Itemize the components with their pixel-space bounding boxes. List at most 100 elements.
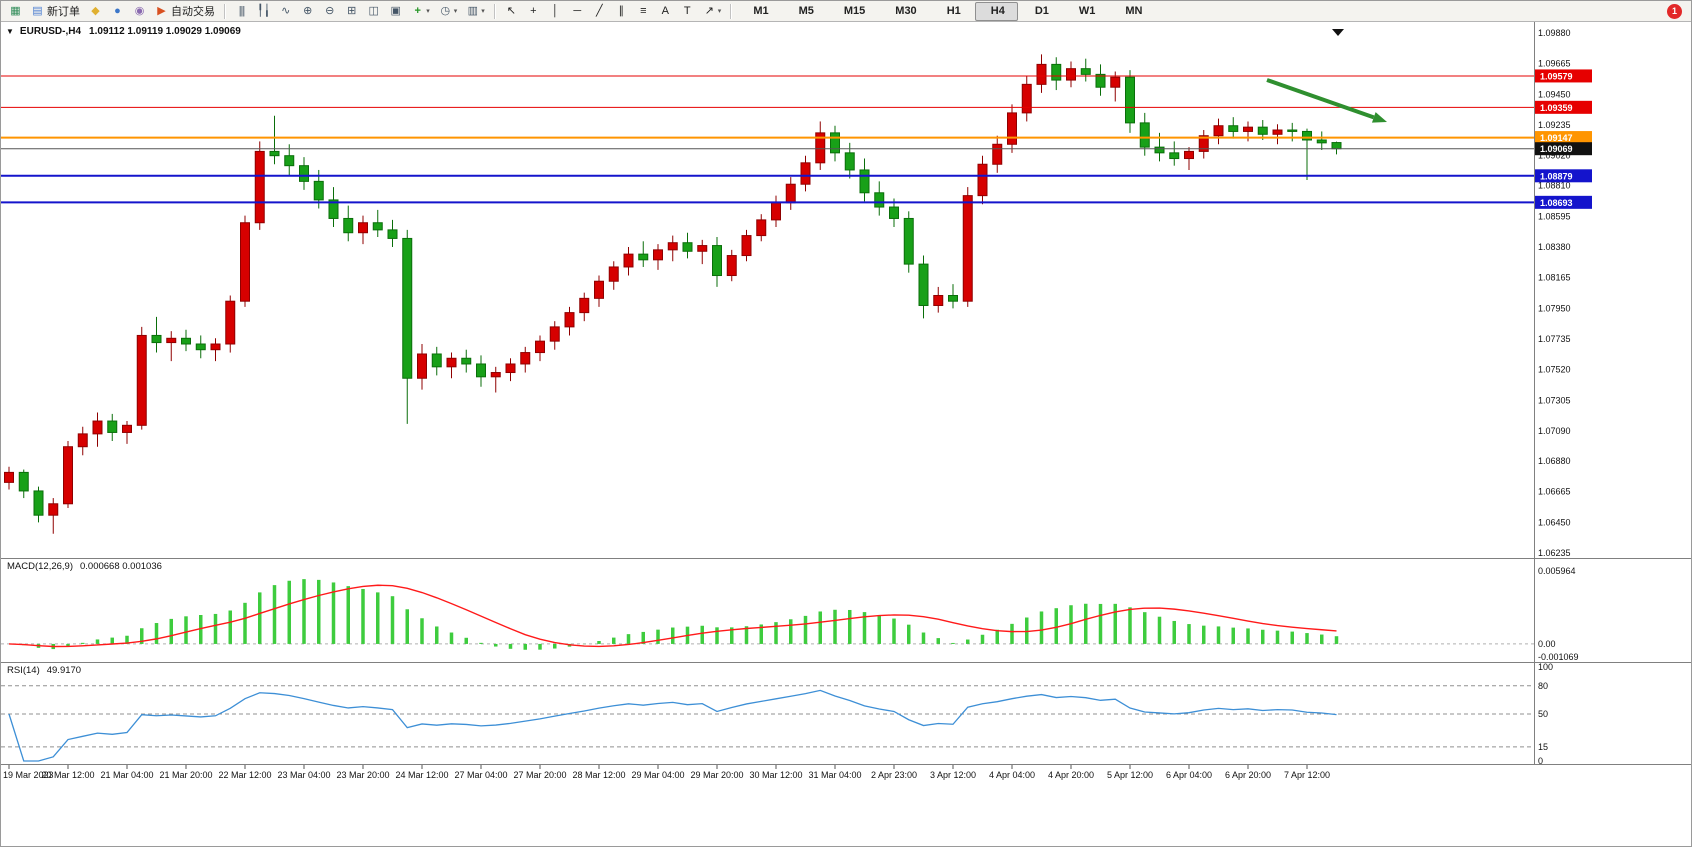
tile-windows-button[interactable]: ⊞: [341, 2, 362, 21]
cascade-charts-button[interactable]: ▣: [385, 2, 406, 21]
tf-m15-button[interactable]: M15: [828, 2, 878, 21]
tf-m5-button[interactable]: M5: [783, 2, 827, 21]
trend-arrow-annotation[interactable]: [1266, 78, 1375, 120]
community-button[interactable]: ◉: [129, 2, 150, 21]
trend-arrow-head[interactable]: [1371, 112, 1387, 123]
chart-bars-button[interactable]: |||: [231, 2, 252, 21]
price-axis-label: 1.09235: [1538, 120, 1571, 130]
rsi-scale-label: 80: [1538, 681, 1548, 691]
candle-body: [33, 490, 44, 516]
new-chart-button[interactable]: ▦: [5, 2, 26, 21]
macd-scale-zero: 0.00: [1538, 639, 1556, 649]
candle-body: [1021, 83, 1032, 114]
tf-w1-button[interactable]: W1: [1063, 2, 1109, 21]
cursor-button[interactable]: ↖: [501, 2, 522, 21]
price-tag: [1535, 69, 1592, 83]
indicators-button[interactable]: + ▾: [407, 2, 434, 21]
candle-body: [1095, 73, 1106, 88]
rsi-name: RSI(14): [7, 665, 40, 676]
candle-body: [1213, 125, 1224, 137]
candle-body: [107, 420, 118, 433]
text-button[interactable]: A: [655, 2, 676, 21]
macd-scale-min: -0.001069: [1538, 652, 1579, 662]
fibonacci-button[interactable]: ≡: [633, 2, 654, 21]
candle-body: [358, 222, 368, 234]
text-label-button[interactable]: T: [677, 2, 698, 21]
horizontal-line-button[interactable]: ─: [567, 2, 588, 21]
dropdown-arrow-icon[interactable]: ▾: [717, 8, 722, 15]
macd-name: MACD(12,26,9): [7, 561, 73, 572]
vertical-line-button[interactable]: │: [545, 2, 566, 21]
dropdown-arrow-icon[interactable]: ▾: [453, 8, 458, 15]
price-tag-label: 1.08693: [1540, 198, 1573, 208]
candle-body: [1110, 76, 1121, 88]
dropdown-arrow-icon[interactable]: ▾: [481, 8, 485, 15]
candle-body: [933, 294, 944, 306]
cascade-charts-icon: ▣: [390, 4, 401, 17]
price-axis-label: 1.09450: [1538, 89, 1571, 99]
zoom-out-button[interactable]: ⊖: [319, 2, 340, 21]
chart-shift-marker[interactable]: [1332, 29, 1344, 36]
one-click-trading-toggle[interactable]: ▼: [6, 27, 14, 36]
candle-body: [254, 150, 265, 224]
arrange-charts-button[interactable]: ◫: [363, 2, 384, 21]
chart-symbol-period: EURUSD-,H4: [19, 26, 82, 37]
tf-h4-button[interactable]: H4: [974, 1, 1018, 21]
periods-button[interactable]: ◷ ▾: [435, 2, 462, 21]
rsi-scale-label: 15: [1538, 742, 1548, 752]
price-axis-label: 1.08810: [1538, 181, 1571, 191]
candle-body: [1184, 150, 1194, 160]
toolbar-separator: [730, 3, 733, 19]
candle-body: [136, 334, 147, 426]
time-axis-label: 23 Mar 20:00: [336, 770, 389, 780]
rsi-scale-label: 50: [1538, 709, 1548, 719]
autotrading-button[interactable]: ▶ 自动交易: [151, 2, 219, 21]
crosshair-button[interactable]: +: [523, 2, 544, 21]
candle-body: [372, 222, 383, 231]
price-axis-label: 1.06450: [1538, 517, 1571, 527]
channel-button[interactable]: ∥: [611, 2, 632, 21]
zoom-in-button[interactable]: ⊕: [297, 2, 318, 21]
templates-button[interactable]: ▥ ▾: [462, 2, 489, 21]
candle-body: [92, 420, 103, 435]
candle-body: [918, 263, 929, 306]
tf-m30-button[interactable]: M30: [879, 2, 929, 21]
notification-badge[interactable]: 1: [1667, 3, 1682, 19]
candle-body: [667, 242, 678, 251]
tf-h1-button[interactable]: H1: [931, 2, 974, 21]
zoom-out-icon: ⊖: [325, 4, 335, 17]
price-axis-label: 1.09665: [1538, 59, 1571, 69]
shapes-button[interactable]: ↗ ▾: [699, 2, 726, 21]
time-axis-label: 24 Mar 12:00: [395, 770, 448, 780]
dropdown-arrow-icon[interactable]: ▾: [426, 8, 430, 15]
time-axis-label: 29 Mar 04:00: [631, 770, 684, 780]
price-axis-label: 1.07950: [1538, 303, 1571, 313]
tf-d1-button[interactable]: D1: [1019, 2, 1062, 21]
candle-body: [682, 242, 693, 252]
candle-body: [195, 343, 206, 351]
time-axis-label: 23 Mar 04:00: [277, 770, 330, 780]
price-axis-label: 1.08595: [1538, 211, 1571, 221]
metaeditor-button[interactable]: ◆: [85, 2, 106, 21]
candle-body: [948, 294, 958, 302]
price-axis-label: 1.09880: [1538, 28, 1571, 38]
trendline-button[interactable]: ╱: [589, 2, 610, 21]
candlestick-icon: ╿╽: [257, 4, 271, 17]
chart-line-button[interactable]: ∿: [275, 2, 296, 21]
tf-mn-button[interactable]: MN: [1109, 2, 1155, 21]
candle-body: [741, 235, 752, 257]
candle-body: [1066, 68, 1076, 81]
candle-body: [343, 217, 354, 234]
new-order-button[interactable]: ▤ 新订单: [27, 2, 84, 21]
candle-body: [387, 229, 398, 239]
chart-canvas[interactable]: 1.09880 1.09665 1.09450 1.09235 1.09020 1.088…: [1, 22, 1692, 847]
time-axis-label: 27 Mar 20:00: [513, 770, 566, 780]
chart-candles-button[interactable]: ╿╽: [253, 2, 274, 21]
tf-m1-button[interactable]: M1: [737, 2, 781, 21]
time-axis-label: 3 Apr 12:00: [930, 770, 976, 780]
line-studies-toolbar-group: ↖ + │ ─ ╱ ∥ ≡ A T ↗ ▾: [501, 2, 726, 21]
candle-body: [1036, 63, 1047, 85]
candle-body: [1228, 125, 1239, 132]
scripts-button[interactable]: ●: [107, 2, 128, 21]
price-tag: [1535, 142, 1592, 156]
